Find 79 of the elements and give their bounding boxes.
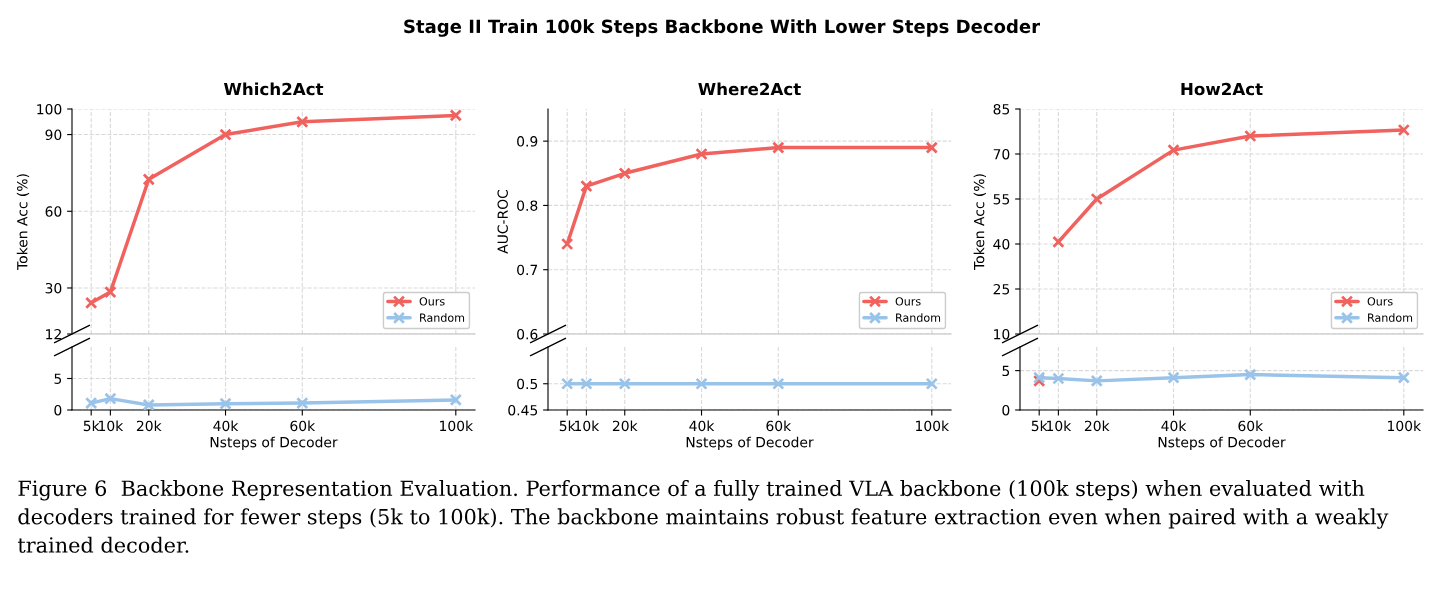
chart-title: Where2Act (698, 82, 801, 96)
x-tick-label: 60k (1238, 420, 1264, 432)
y-tick-label: 100 (37, 103, 62, 115)
y-tick-label: 5 (1002, 365, 1010, 377)
y-tick-label: 0.6 (517, 328, 538, 340)
point (1032, 371, 1046, 384)
point (1090, 374, 1104, 388)
x-tick-label: 100k (1388, 420, 1422, 432)
y-tick-label: 10 (994, 328, 1010, 340)
point (142, 173, 156, 186)
point (84, 296, 98, 310)
x-tick-label: 20k (1084, 420, 1110, 432)
y-tick-label: 0 (54, 404, 62, 416)
point (1167, 371, 1180, 384)
x-tick-label: 5k (1031, 420, 1048, 432)
x-tick-label: 20k (136, 420, 162, 432)
y-tick-label: 0.45 (508, 404, 538, 416)
chart-title: How2Act (1181, 82, 1263, 96)
x-tick-label: 10k (575, 420, 600, 432)
point (772, 141, 785, 154)
legend-label: Random (1368, 313, 1413, 322)
y-tick-label: 0.8 (517, 200, 538, 211)
x-tick-label: 40k (1161, 420, 1187, 432)
x-axis-title: Nsteps of Decoder (210, 436, 338, 451)
legend-label: Ours (419, 297, 445, 306)
y-tick-label: 0.7 (517, 264, 538, 276)
y-tick-label: 55 (993, 194, 1010, 205)
y-tick-label: 0 (1002, 404, 1010, 416)
y-axis-title: AUC-ROC (497, 189, 508, 254)
x-tick-label: 40k (213, 420, 239, 432)
point (1052, 372, 1065, 385)
point (1244, 129, 1257, 143)
text: Stage II Train 100k Steps Backbone With Lower Steps Decoder (404, 19, 1040, 37)
y-tick-label: 40 (993, 238, 1010, 250)
legend-label: Random (420, 313, 465, 322)
y-axis-title: Token Acc (%) (973, 174, 986, 270)
x-tick-label: 5k (83, 420, 100, 432)
legend-label: Ours (1367, 297, 1393, 306)
x-tick-label: 5k (559, 420, 576, 432)
x-axis-title: Nsteps of Decoder (1158, 436, 1286, 451)
y-tick-label: 0.5 (517, 378, 538, 390)
point (1090, 192, 1104, 206)
point (618, 167, 632, 180)
y-tick-label: 70 (993, 148, 1010, 160)
y-tick-label: 60 (45, 206, 62, 217)
point (1397, 371, 1411, 384)
point (1397, 123, 1411, 137)
y-axis-title: Token Acc (%) (16, 174, 30, 270)
point (219, 128, 232, 141)
x-tick-label: 60k (290, 420, 316, 432)
point (1244, 368, 1257, 381)
caption: Figure 6 Backbone Representation Evaluation. Performance of a fully trained VLA backbone (100k steps) when evaluated with decoders trained for fewer steps (5k to 100k). The backbone maintains robust feature extraction even when paired with a weakly trained decoder. (17, 480, 1389, 553)
point (560, 237, 574, 251)
point (449, 109, 463, 122)
point (925, 141, 939, 154)
x-tick-label: 60k (766, 420, 792, 432)
x-tick-label: 20k (612, 420, 638, 432)
y-tick-label: 90 (45, 129, 62, 141)
x-tick-label: 40k (689, 420, 715, 432)
legend-label: Random (896, 313, 941, 322)
y-tick-label: 25 (993, 283, 1010, 295)
x-axis-title: Nsteps of Decoder (686, 436, 814, 451)
x-tick-label: 10k (99, 420, 124, 432)
y-tick-label: 0.9 (517, 136, 538, 147)
x-tick-label: 100k (440, 420, 474, 432)
y-tick-label: 30 (45, 282, 62, 294)
point (104, 285, 117, 299)
chart-title: Which2Act (223, 82, 324, 96)
point (296, 115, 309, 129)
legend-label: Ours (895, 297, 921, 306)
x-tick-label: 10k (1047, 420, 1072, 432)
y-tick-label: 85 (993, 103, 1010, 115)
x-tick-label: 100k (916, 420, 950, 432)
point (1052, 235, 1065, 249)
point (1167, 143, 1180, 157)
point (695, 147, 708, 161)
y-tick-label: 12 (46, 328, 61, 340)
y-tick-label: 5 (54, 373, 62, 384)
point (580, 179, 593, 193)
